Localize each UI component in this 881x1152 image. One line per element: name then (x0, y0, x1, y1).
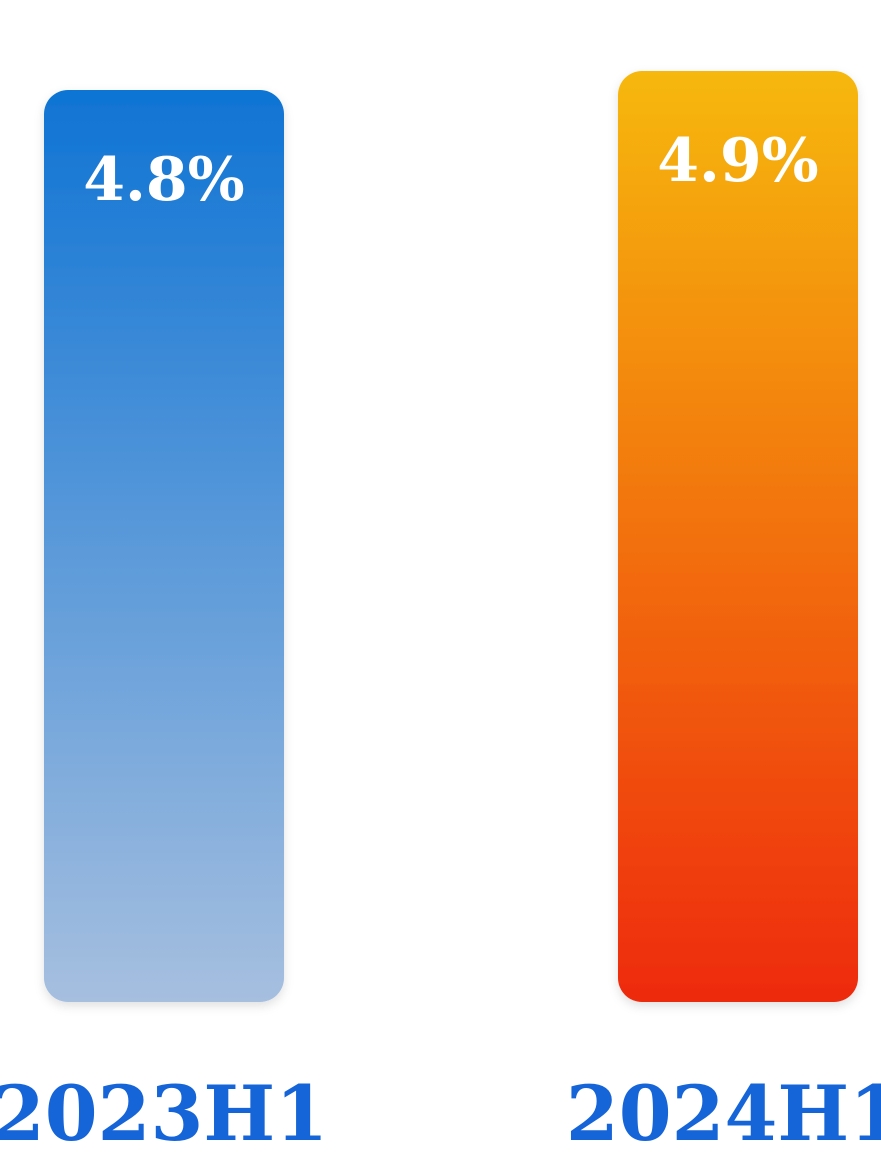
value-label-2024h1: 4.9% (657, 126, 818, 196)
bar-2023h1 (44, 90, 284, 1002)
category-label-2024h1: 2024H1 (566, 1069, 881, 1152)
category-label-2023h1: 2023H1 (0, 1069, 328, 1152)
bar-2024h1 (618, 71, 858, 1002)
value-label-2023h1: 4.8% (83, 145, 244, 215)
